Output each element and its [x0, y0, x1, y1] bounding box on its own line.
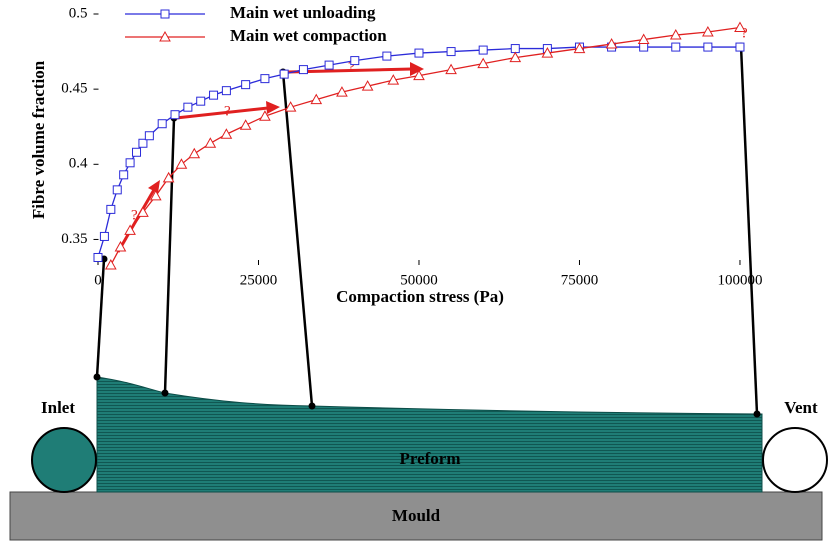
mould [9, 491, 823, 541]
annotation: ? [131, 207, 138, 223]
marker [138, 138, 148, 148]
marker [99, 231, 109, 241]
y-tick-label: 0.45 [61, 81, 87, 97]
x-tick-label: 75000 [561, 272, 599, 288]
marker [669, 29, 682, 40]
marker [414, 48, 424, 58]
marker [209, 90, 219, 100]
marker [119, 170, 129, 180]
series-line [110, 26, 741, 266]
marker [446, 47, 456, 57]
inlet-circle [31, 427, 97, 493]
y-tick-label: 0.35 [61, 231, 87, 247]
marker [350, 56, 360, 66]
marker [671, 42, 681, 52]
marker [573, 42, 586, 54]
marker [509, 51, 522, 63]
marker [279, 69, 289, 79]
marker [137, 206, 149, 217]
marker [510, 44, 520, 54]
marker [144, 131, 154, 141]
marker [477, 57, 490, 69]
x-tick-label: 50000 [400, 272, 438, 288]
marker [170, 110, 180, 120]
marker [361, 80, 374, 91]
marker [157, 119, 167, 129]
vent-label: Vent [784, 398, 818, 417]
marker [605, 38, 618, 49]
marker [310, 93, 323, 105]
marker [541, 47, 554, 58]
x-axis-label: Compaction stress (Pa) [336, 287, 504, 306]
marker [702, 26, 714, 37]
marker [125, 158, 135, 168]
marker [336, 86, 348, 97]
marker [132, 147, 142, 157]
marker [188, 147, 201, 159]
y-tick-label: 0.4 [69, 156, 88, 172]
marker [93, 252, 103, 262]
annotation: ? [348, 59, 355, 75]
marker [387, 74, 400, 85]
marker [637, 33, 650, 45]
marker [220, 128, 233, 139]
mould-label: Mould [392, 506, 441, 525]
connectors [95, 45, 759, 415]
marker [183, 102, 193, 112]
x-tick-label: 100000 [717, 272, 762, 288]
marker [259, 110, 271, 121]
marker [445, 63, 457, 75]
marker [112, 185, 122, 195]
annotation: ? [741, 25, 748, 41]
arrows [116, 62, 424, 253]
legend-label: Main wet unloading [230, 3, 376, 22]
marker [162, 171, 175, 183]
inlet-label: Inlet [41, 398, 75, 417]
x-tick-label: 0 [94, 272, 102, 288]
marker [478, 45, 488, 55]
legend-marker [160, 9, 170, 19]
marker [284, 101, 297, 112]
marker [124, 224, 136, 235]
marker [260, 74, 270, 84]
marker [735, 42, 745, 52]
vent-circle [762, 427, 828, 493]
preform-label: Preform [399, 449, 460, 468]
legend-label: Main wet compaction [230, 26, 387, 45]
marker [114, 240, 127, 252]
marker [324, 60, 334, 70]
marker [239, 119, 252, 130]
marker [204, 137, 217, 148]
preform [96, 376, 763, 493]
marker [241, 80, 251, 90]
y-tick-label: 0.5 [69, 5, 88, 21]
marker [196, 96, 206, 106]
marker [639, 42, 649, 52]
marker [175, 158, 188, 169]
marker [149, 189, 162, 201]
x-tick-label: 25000 [240, 272, 278, 288]
marker [734, 21, 746, 33]
y-axis-label: Fibre volume fraction [29, 60, 48, 219]
marker [221, 86, 231, 96]
annotation: ? [224, 103, 231, 119]
marker [298, 65, 308, 75]
legend-marker [159, 30, 171, 42]
connector-dots [93, 42, 761, 418]
marker [104, 258, 117, 270]
marker [413, 69, 425, 81]
marker [703, 42, 713, 52]
marker [382, 51, 392, 61]
marker [106, 204, 116, 214]
